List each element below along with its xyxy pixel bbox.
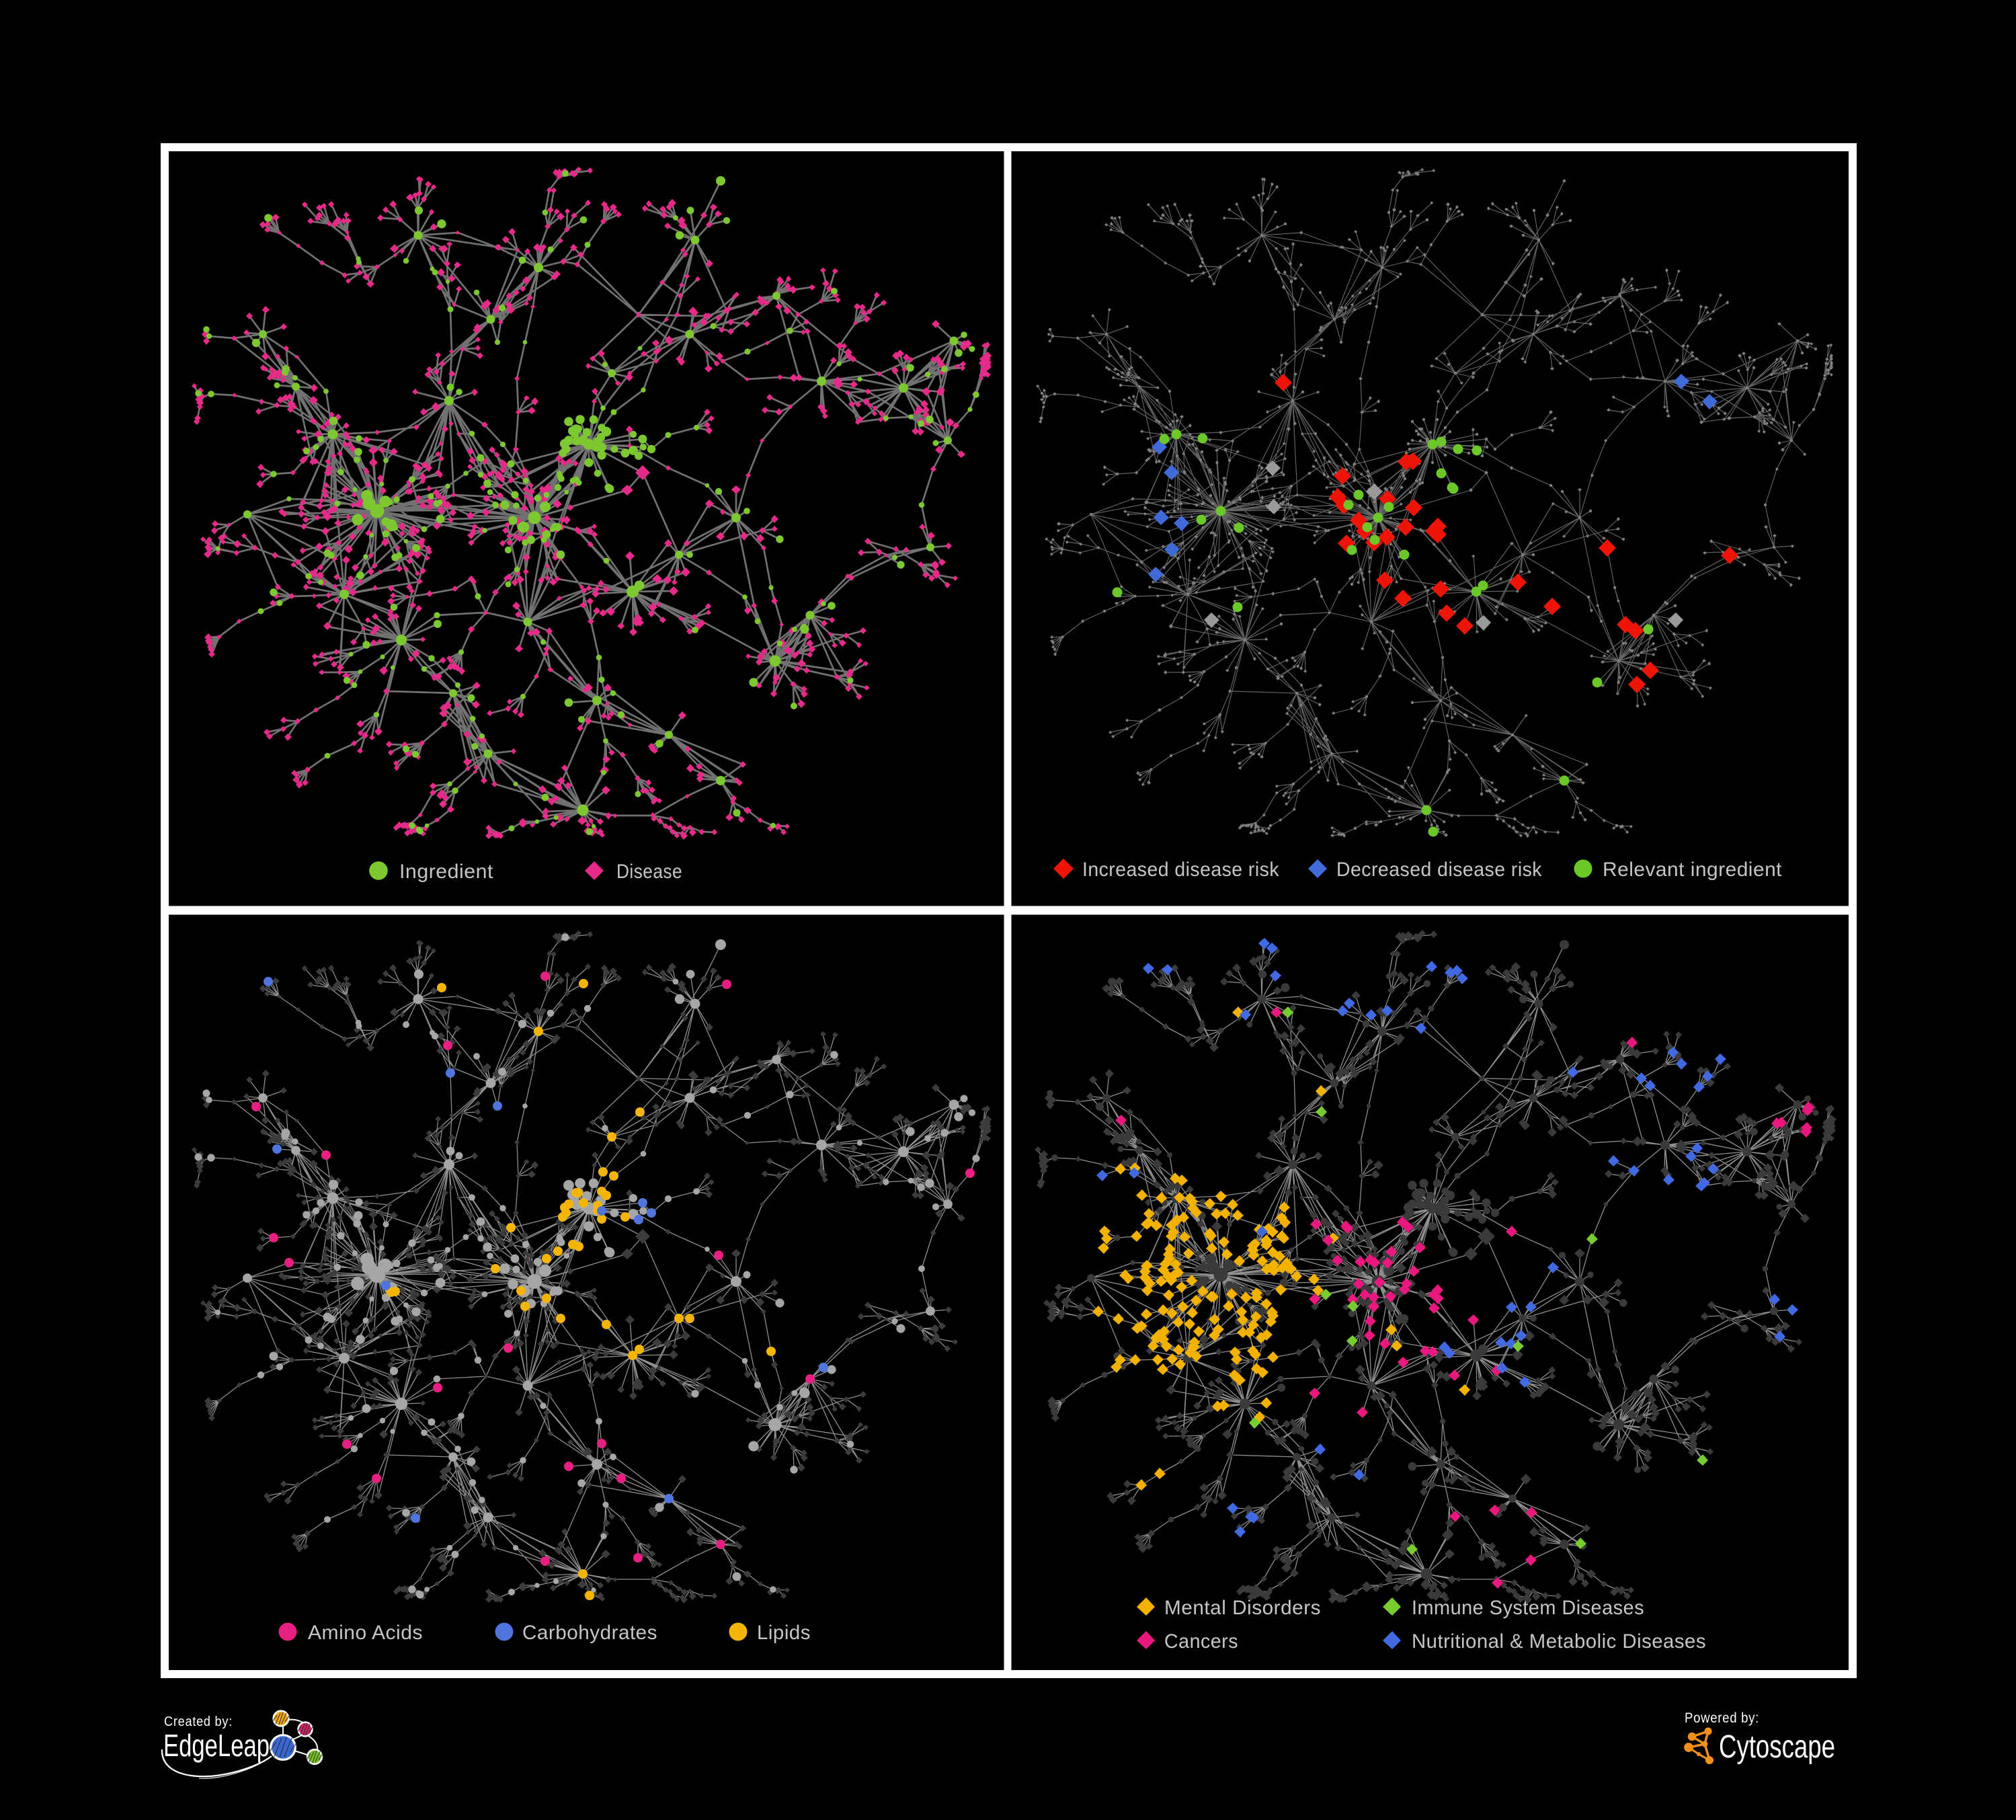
svg-text:Created by:: Created by: bbox=[164, 1714, 233, 1729]
svg-text:Disease: Disease bbox=[616, 861, 682, 883]
svg-text:Ingredient: Ingredient bbox=[399, 861, 493, 883]
svg-text:Decreased disease risk: Decreased disease risk bbox=[1336, 859, 1542, 881]
svg-text:Mental Disorders: Mental Disorders bbox=[1164, 1597, 1321, 1619]
svg-text:Increased disease risk: Increased disease risk bbox=[1082, 859, 1279, 881]
svg-text:Relevant ingredient: Relevant ingredient bbox=[1603, 859, 1782, 881]
svg-text:Amino Acids: Amino Acids bbox=[308, 1622, 423, 1644]
svg-text:EdgeLeap: EdgeLeap bbox=[163, 1728, 270, 1763]
svg-text:Nutritional & Metabolic Diseas: Nutritional & Metabolic Diseases bbox=[1412, 1630, 1706, 1653]
svg-text:Immune System Diseases: Immune System Diseases bbox=[1412, 1597, 1644, 1619]
svg-text:Cancers: Cancers bbox=[1164, 1630, 1238, 1653]
svg-text:Carbohydrates: Carbohydrates bbox=[522, 1622, 657, 1644]
svg-text:Powered by:: Powered by: bbox=[1685, 1710, 1759, 1726]
svg-text:Cytoscape: Cytoscape bbox=[1719, 1729, 1835, 1765]
svg-text:Lipids: Lipids bbox=[757, 1622, 811, 1644]
